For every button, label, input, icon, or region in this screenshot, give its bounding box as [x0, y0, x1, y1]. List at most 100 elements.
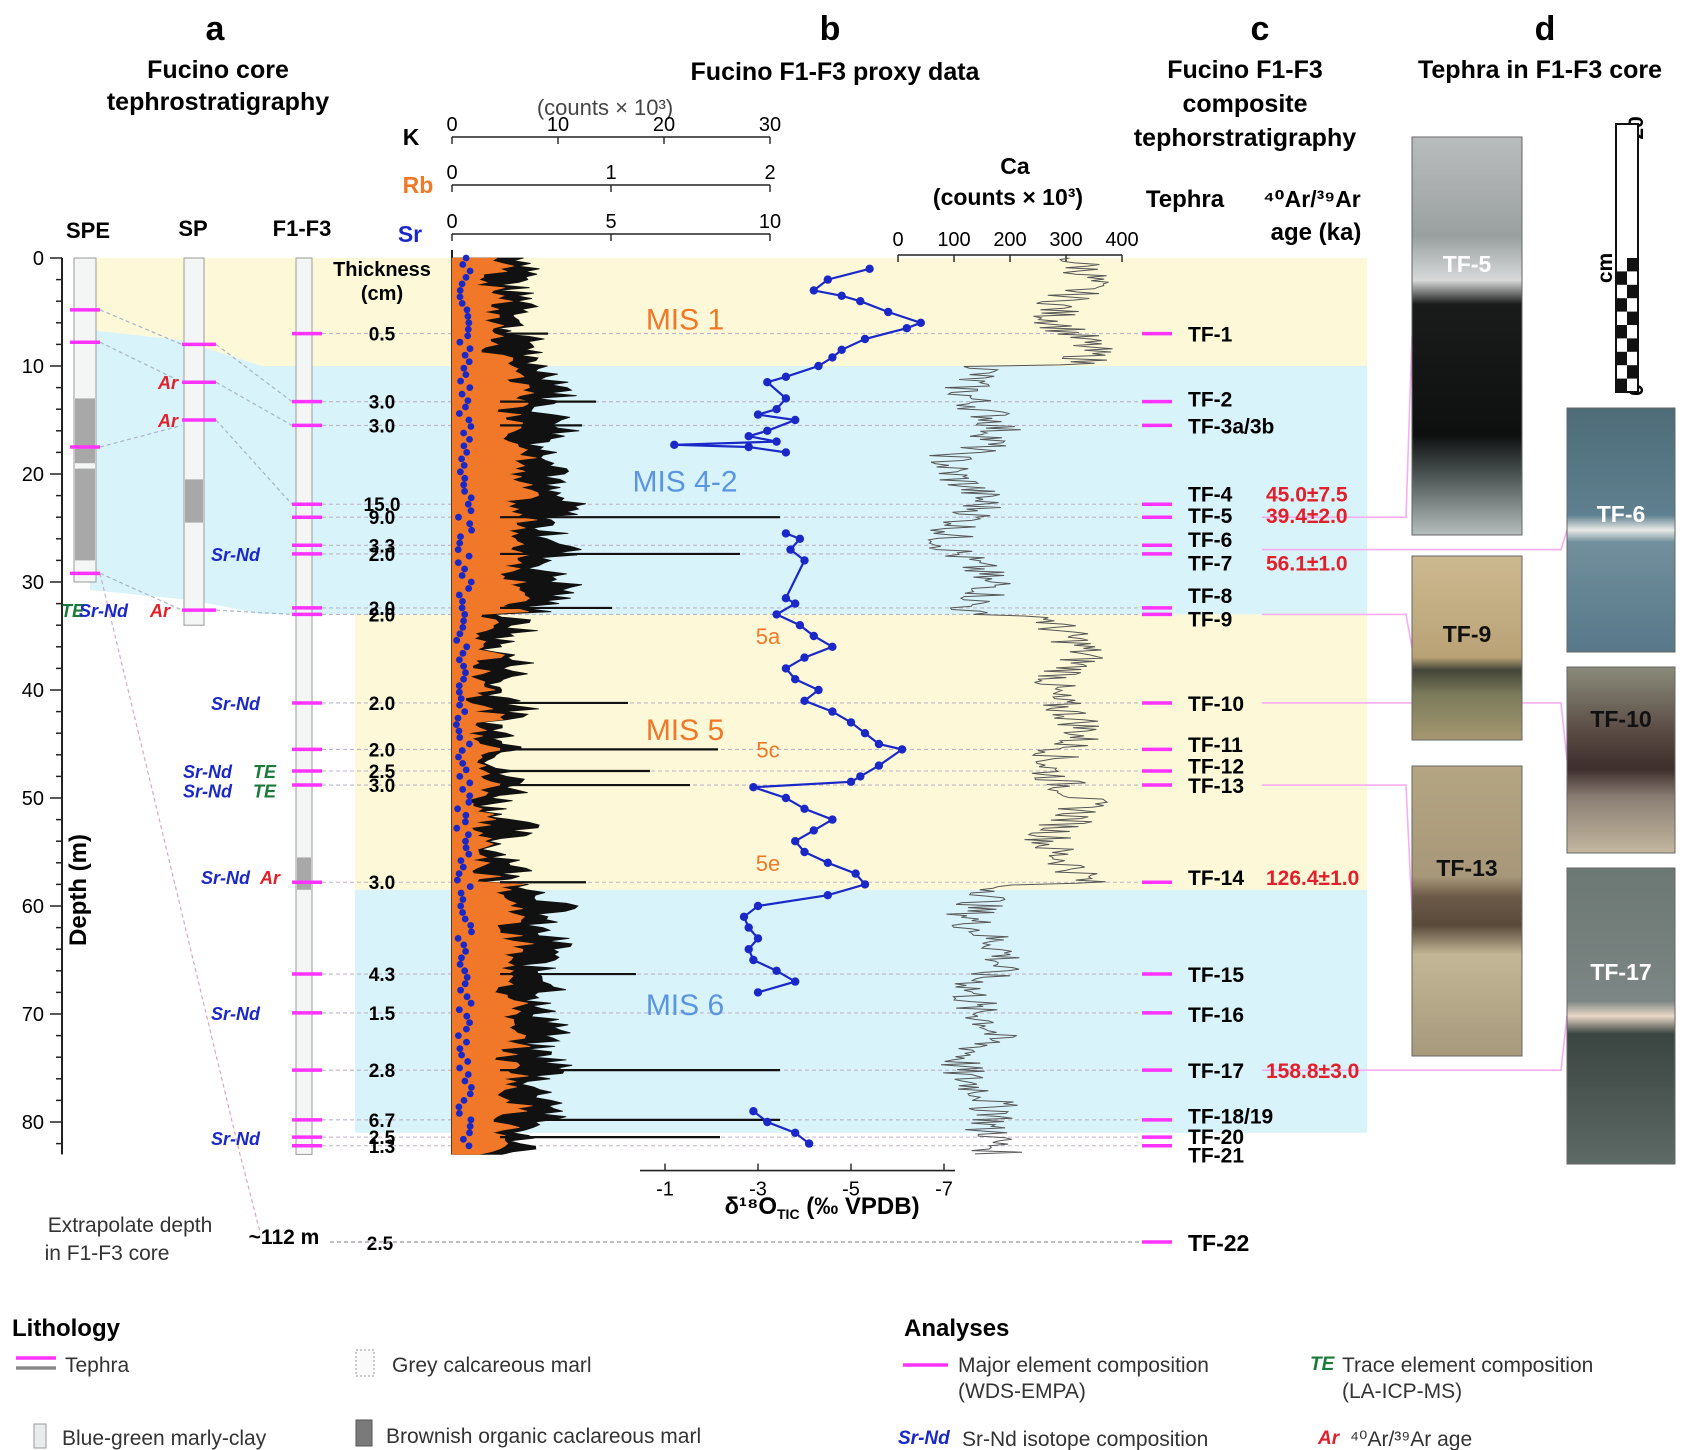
d18o-point: [749, 1107, 758, 1116]
core-label-f1f3: F1-F3: [273, 216, 332, 241]
ca-axis-label: Ca: [1000, 153, 1030, 179]
photo-link: [1262, 613, 1413, 649]
ar-age-value: 56.1±1.0: [1266, 553, 1348, 576]
d18o-point: [791, 1128, 800, 1138]
tephra-label: TF-21: [1188, 1144, 1244, 1167]
sr-point: [460, 662, 467, 670]
sr-point: [459, 896, 467, 903]
sr-point: [462, 766, 470, 774]
depth-tick-label: 20: [22, 464, 44, 486]
sr-point: [463, 449, 471, 456]
d18o-point: [809, 631, 818, 641]
d18o-point: [814, 361, 823, 371]
sr-point: [457, 695, 465, 702]
d18o-point: [763, 378, 772, 387]
ar-age-value: 126.4±1.0: [1266, 867, 1359, 890]
d18o-point: [823, 891, 832, 900]
legend-ar-tag: Ar: [1317, 1428, 1341, 1449]
d18o-point: [800, 696, 809, 705]
d18o-point: [804, 1139, 814, 1148]
analysis-tag-ar: Ar: [157, 411, 179, 431]
panel-letter-c: c: [1251, 10, 1270, 48]
d18o-tick-label: -3: [749, 1179, 767, 1201]
tephra-label: TF-3a/3b: [1188, 415, 1274, 438]
legend-te-line1: Trace element composition: [1342, 1354, 1593, 1377]
legend-blue-clay-swatch: [33, 1423, 47, 1449]
sr-point: [464, 1071, 472, 1078]
sr-point: [468, 526, 475, 534]
sr-point: [464, 1058, 472, 1065]
sr-point: [453, 721, 460, 728]
ar-age-header-units: age (ka): [1271, 219, 1362, 246]
sr-point: [454, 876, 461, 884]
tephra-label: TF-10: [1188, 693, 1244, 716]
ca-curve: [927, 257, 1113, 1155]
legend-te-line2: (LA-ICP-MS): [1342, 1380, 1462, 1403]
sr-point: [459, 760, 467, 767]
sr-point: [456, 539, 464, 547]
mis-substage-label: 5a: [756, 624, 781, 649]
core-columns: SPE SP F1-F3: [66, 216, 332, 1155]
thickness-value: 3.0: [369, 416, 395, 437]
photo-link: [1262, 702, 1568, 761]
sr-point: [459, 863, 467, 871]
d18o-point: [846, 718, 856, 727]
d18o-point: [823, 275, 832, 284]
legend-te-tag: TE: [1310, 1354, 1336, 1375]
sr-point: [461, 611, 469, 618]
sr-point: [456, 773, 464, 780]
sr-point: [455, 1032, 462, 1039]
mis-background-bands: [90, 258, 1367, 1133]
depth-axis-label: Depth (m): [65, 834, 92, 946]
panel-titles: a Fucino core tephrostratigraphy b Fucin…: [107, 10, 1662, 152]
d18o-point: [749, 955, 758, 965]
tephra-header: Tephra: [1146, 186, 1225, 213]
photo-tf17: TF-17: [1566, 867, 1676, 1165]
d18o-point: [781, 793, 791, 803]
photo-tf6: TF-6: [1566, 407, 1676, 653]
sr-point: [457, 986, 464, 994]
sr-point: [460, 941, 468, 949]
sr-point: [455, 1006, 463, 1014]
depth-tick-label: 10: [22, 356, 44, 378]
analysis-tag-srnd: Sr-Nd: [79, 601, 129, 621]
thickness-value: 3.0: [369, 776, 395, 797]
legend-major-line1: Major element composition: [958, 1354, 1209, 1377]
d18o-point: [828, 353, 837, 362]
correlation-line: [99, 573, 261, 1233]
depth-tick-label: 50: [22, 788, 44, 810]
sr-point: [463, 306, 471, 314]
sr-point: [464, 325, 472, 333]
sr-point: [459, 786, 467, 793]
mis-label: MIS 6: [646, 989, 724, 1022]
d18o-curve: [670, 264, 925, 1148]
sr-point: [460, 442, 468, 450]
d18o-point: [916, 318, 925, 327]
sr-point: [460, 481, 468, 489]
analysis-tag-ar: Ar: [157, 373, 179, 393]
d18o-point: [781, 394, 791, 403]
depth-tick-label: 60: [22, 896, 44, 918]
thickness-value: 2.0: [369, 599, 395, 620]
tephra-label: TF-13: [1188, 775, 1244, 798]
sr-point: [460, 429, 467, 437]
sr-point: [455, 870, 463, 877]
d18o-point: [828, 815, 837, 824]
ca-tick-label: 300: [1049, 229, 1082, 251]
mis-labels: MIS 1 MIS 4-2 MIS 5 MIS 6 5a 5c 5e: [632, 303, 781, 1022]
legend-grey-marl-swatch: [355, 1349, 375, 1377]
sr-point: [465, 831, 472, 839]
correlation-line: [215, 419, 293, 505]
sr-point: [466, 345, 474, 353]
d18o-point: [753, 410, 763, 419]
sr-point: [468, 928, 475, 936]
analysis-tag-srnd: Sr-Nd: [201, 868, 251, 888]
sr-point: [456, 1110, 463, 1117]
photo-tf5: TF-5: [1411, 136, 1523, 536]
rb-tick-label: 2: [764, 162, 775, 184]
tephra-label: TF-1: [1188, 324, 1233, 347]
photo-label: TF-17: [1590, 959, 1651, 985]
sr-point: [463, 643, 471, 651]
sr-point: [468, 1084, 475, 1091]
